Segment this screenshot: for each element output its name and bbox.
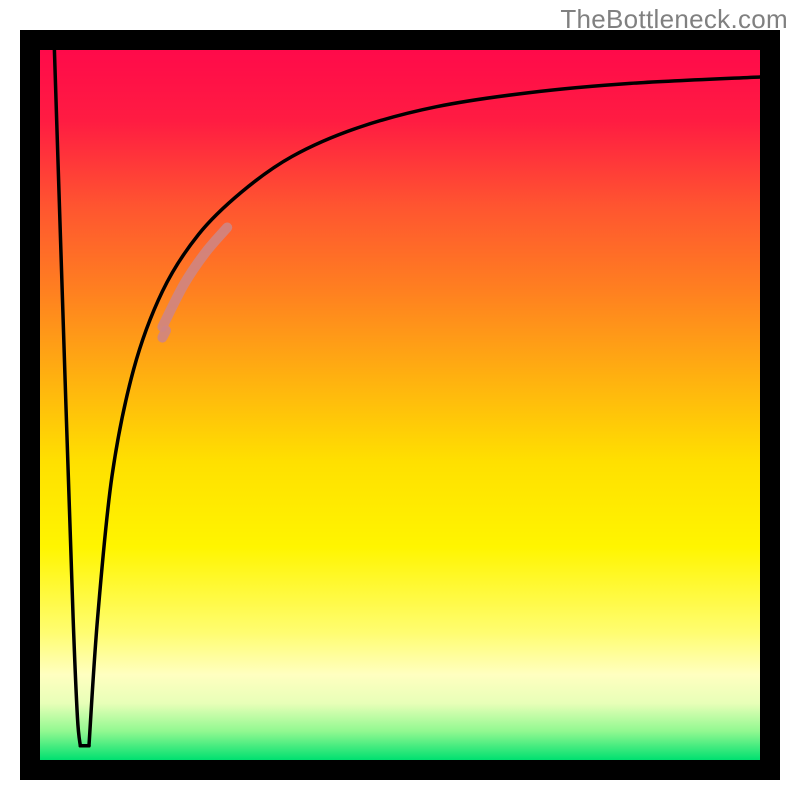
gradient-background	[40, 50, 760, 760]
chart-svg	[0, 0, 800, 800]
attribution-watermark: TheBottleneck.com	[560, 4, 788, 35]
chart-container: TheBottleneck.com	[0, 0, 800, 800]
